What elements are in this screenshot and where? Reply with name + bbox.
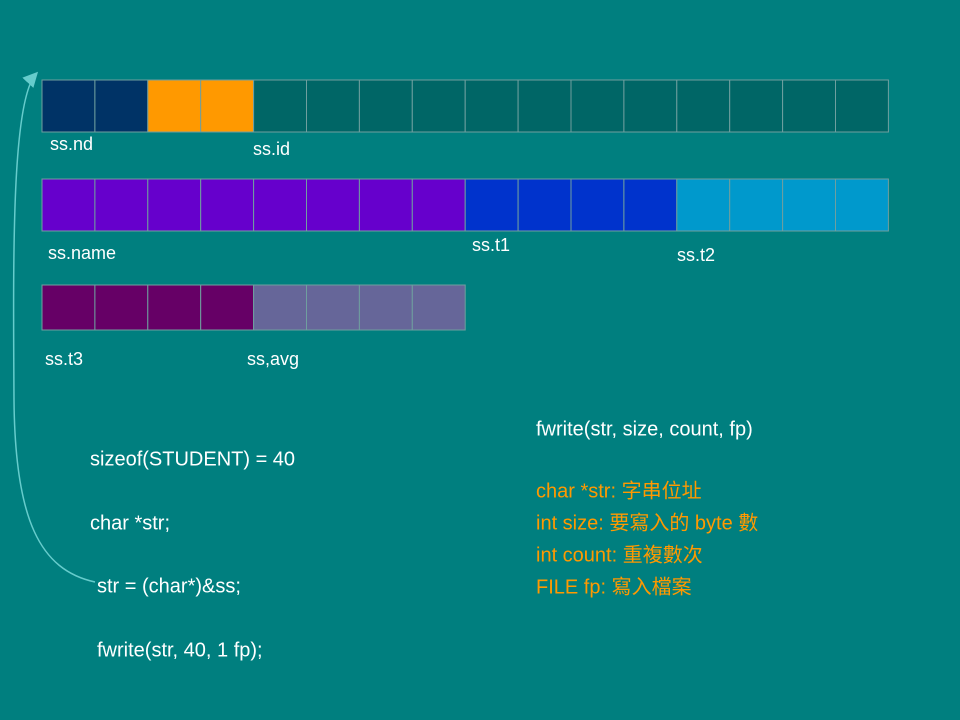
memory-cell: [94, 178, 149, 232]
memory-cell: [835, 178, 889, 232]
code-line: char *str;: [90, 512, 170, 534]
memory-label: ss.name: [48, 243, 116, 263]
memory-cell: [411, 284, 466, 331]
memory-cell: [835, 79, 889, 133]
memory-label: ss.id: [253, 139, 290, 159]
memory-cell: [782, 178, 836, 232]
code-line: str = (char*)&ss;: [97, 575, 241, 597]
memory-cell: [570, 79, 625, 133]
code-line: sizeof(STUDENT) = 40: [90, 448, 295, 470]
signature: fwrite(str, size, count, fp): [536, 418, 753, 440]
memory-cell: [411, 79, 466, 133]
memory-label: ss.t3: [45, 349, 83, 369]
memory-cell: [253, 79, 308, 133]
param-note: FILE fp: 寫入檔案: [536, 575, 692, 598]
memory-cell: [94, 79, 149, 133]
param-note: int size: 要寫入的 byte 數: [536, 511, 758, 534]
memory-cell: [306, 178, 360, 232]
memory-cell: [253, 284, 308, 331]
memory-cell: [358, 284, 413, 331]
memory-cell: [570, 178, 625, 232]
memory-cell: [147, 79, 202, 133]
memory-label: ss,avg: [247, 349, 299, 369]
memory-cell: [623, 178, 678, 232]
memory-label: ss.nd: [50, 134, 93, 154]
code-line: fwrite(str, 40, 1 fp);: [97, 639, 263, 661]
memory-cell: [464, 178, 519, 232]
memory-cell: [41, 178, 96, 232]
memory-cell: [676, 178, 731, 232]
memory-label: ss.t2: [677, 245, 715, 265]
param-note: char *str: 字串位址: [536, 479, 702, 502]
memory-cells: [41, 79, 889, 331]
memory-cell: [200, 284, 255, 331]
memory-cell: [782, 79, 836, 133]
param-note: int count: 重複數次: [536, 543, 703, 566]
memory-cell: [729, 178, 784, 232]
memory-cell: [306, 284, 360, 331]
memory-cell: [200, 79, 255, 133]
memory-cell: [41, 284, 96, 331]
memory-cell: [94, 284, 149, 331]
memory-cell: [147, 284, 202, 331]
memory-cell: [623, 79, 678, 133]
memory-label: ss.t1: [472, 235, 510, 255]
memory-cell: [253, 178, 308, 232]
memory-cell: [517, 79, 572, 133]
memory-cell: [358, 178, 413, 232]
memory-cell: [358, 79, 413, 133]
memory-cell: [306, 79, 360, 133]
memory-cell: [41, 79, 96, 133]
memory-cell: [411, 178, 466, 232]
memory-cell: [729, 79, 784, 133]
memory-cell: [676, 79, 731, 133]
pointer-arrow: [12, 71, 96, 583]
memory-cell: [517, 178, 572, 232]
memory-cell: [200, 178, 255, 232]
memory-cell: [464, 79, 519, 133]
memory-cell: [147, 178, 202, 232]
